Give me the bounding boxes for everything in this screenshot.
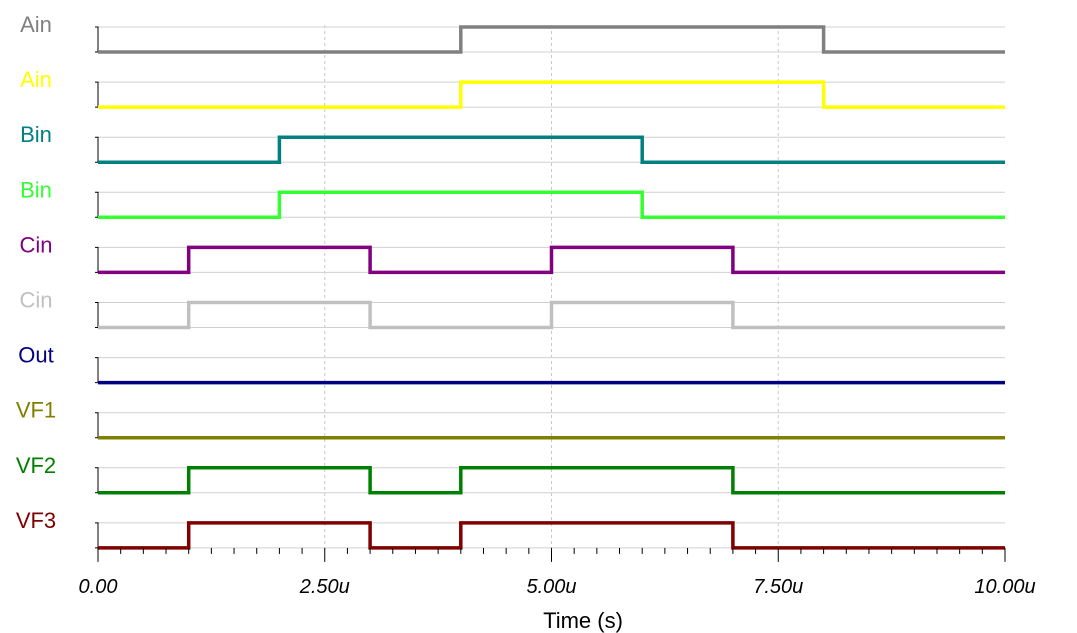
signal-waveform — [98, 300, 1005, 330]
signal-label: Out — [18, 343, 53, 368]
x-tick-label: 2.50u — [299, 576, 350, 598]
signal-waveform — [98, 190, 1005, 220]
signal-waveform — [98, 245, 1005, 275]
signal-label: Cin — [19, 232, 52, 257]
x-tick-label: 7.50u — [753, 576, 803, 598]
signal-label: Bin — [20, 177, 52, 202]
x-tick-label: 5.00u — [526, 576, 576, 598]
x-axis: 0.00 2.50u 5.00u 7.50u 10.00u — [79, 547, 1036, 598]
signal-label: VF3 — [16, 508, 56, 533]
signal-label: Bin — [20, 122, 52, 147]
row-bracket — [95, 467, 99, 494]
signal-waveform — [98, 25, 1005, 54]
row-bracket — [95, 26, 99, 53]
signal-waveform — [98, 135, 1005, 164]
x-axis-label: Time (s) — [543, 608, 623, 633]
signal-rows: Ain Ain Bin Bin Cin Cin Out VF1 VF2 VF3 — [16, 12, 1005, 550]
row-bracket — [95, 357, 99, 384]
signal-label: VF1 — [16, 398, 56, 423]
x-tick-label: 10.00u — [974, 576, 1035, 598]
signal-label: Ain — [20, 12, 52, 37]
signal-label: Ain — [20, 67, 52, 92]
row-bracket — [95, 302, 99, 328]
signal-waveform — [98, 466, 1005, 495]
grid — [98, 25, 1005, 550]
row-bracket — [95, 136, 99, 163]
row-bracket — [95, 246, 99, 273]
signal-label: Cin — [19, 288, 52, 313]
row-bracket — [95, 412, 99, 439]
signal-waveform — [98, 80, 1005, 109]
row-bracket — [95, 191, 99, 218]
row-bracket — [95, 522, 99, 549]
x-tick-label: 0.00 — [79, 576, 118, 598]
row-bracket — [95, 81, 99, 108]
signal-label: VF2 — [16, 453, 56, 478]
